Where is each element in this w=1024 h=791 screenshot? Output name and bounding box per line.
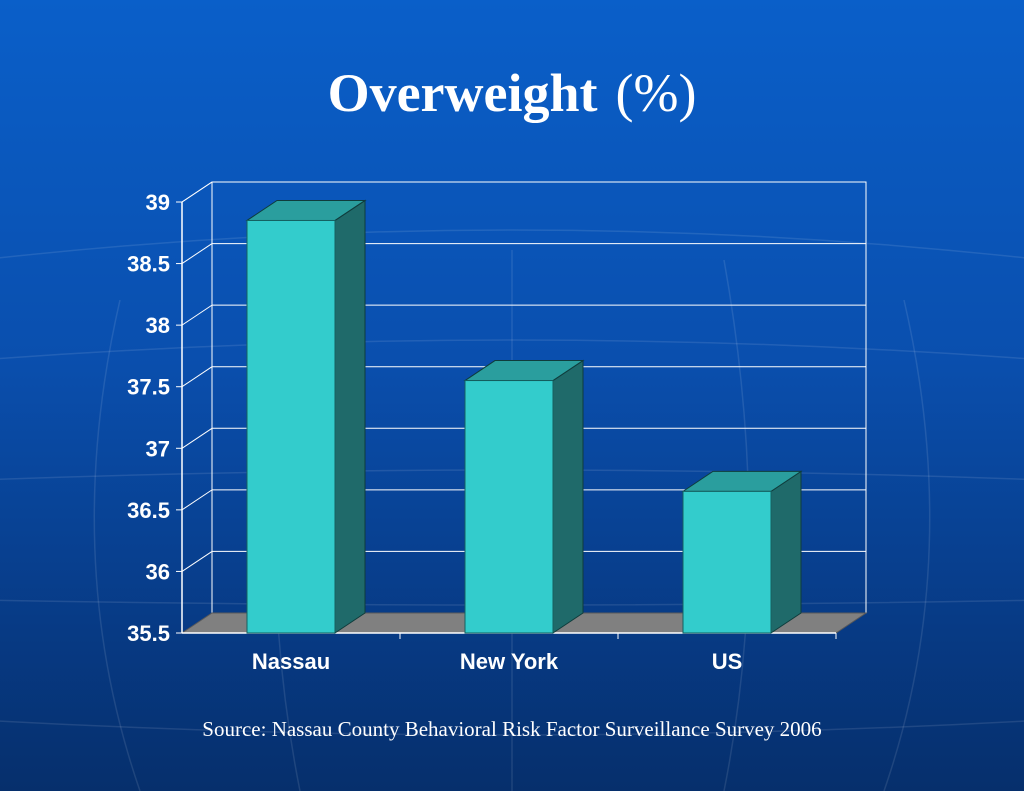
bar-us [681,470,803,634]
chart-title-unit: (%) [615,63,697,123]
y-tick-label: 38 [146,313,170,338]
y-tick-label: 38.5 [127,252,170,277]
bar-front [246,219,336,634]
gridline-side [181,427,213,449]
chart-title-main: Overweight [327,63,598,123]
y-tick-label: 35.5 [127,621,170,646]
gridline-side [181,551,213,572]
source-note: Source: Nassau County Behavioral Risk Fa… [202,717,822,741]
gridline-side [181,304,213,326]
y-tick-label: 36 [146,559,170,584]
bar-side [334,199,366,634]
y-tick-label: 39 [146,190,170,215]
x-category-label: New York [460,649,559,674]
y-tick-label: 37.5 [127,375,170,400]
bar-side [770,470,802,634]
x-category-label: US [712,649,743,674]
bar-new-york [463,359,585,634]
gridline-side [181,181,213,203]
chart-title: Overweight (%) [0,58,1024,128]
y-tick-label: 36.5 [127,498,170,523]
bar-side [552,359,584,634]
bar-nassau [245,199,367,634]
bar-front [464,380,554,634]
y-tick-label: 37 [146,436,170,461]
gridline-side [181,489,213,511]
chart-bars [245,199,803,634]
x-category-label: Nassau [252,649,330,674]
chart-labels: 35.5 36 36.5 37 37.5 38 38.5 39 Nassau New York US [127,190,742,674]
gridline-side [181,366,213,388]
gridline-side [181,243,213,264]
bar-front [682,490,772,634]
